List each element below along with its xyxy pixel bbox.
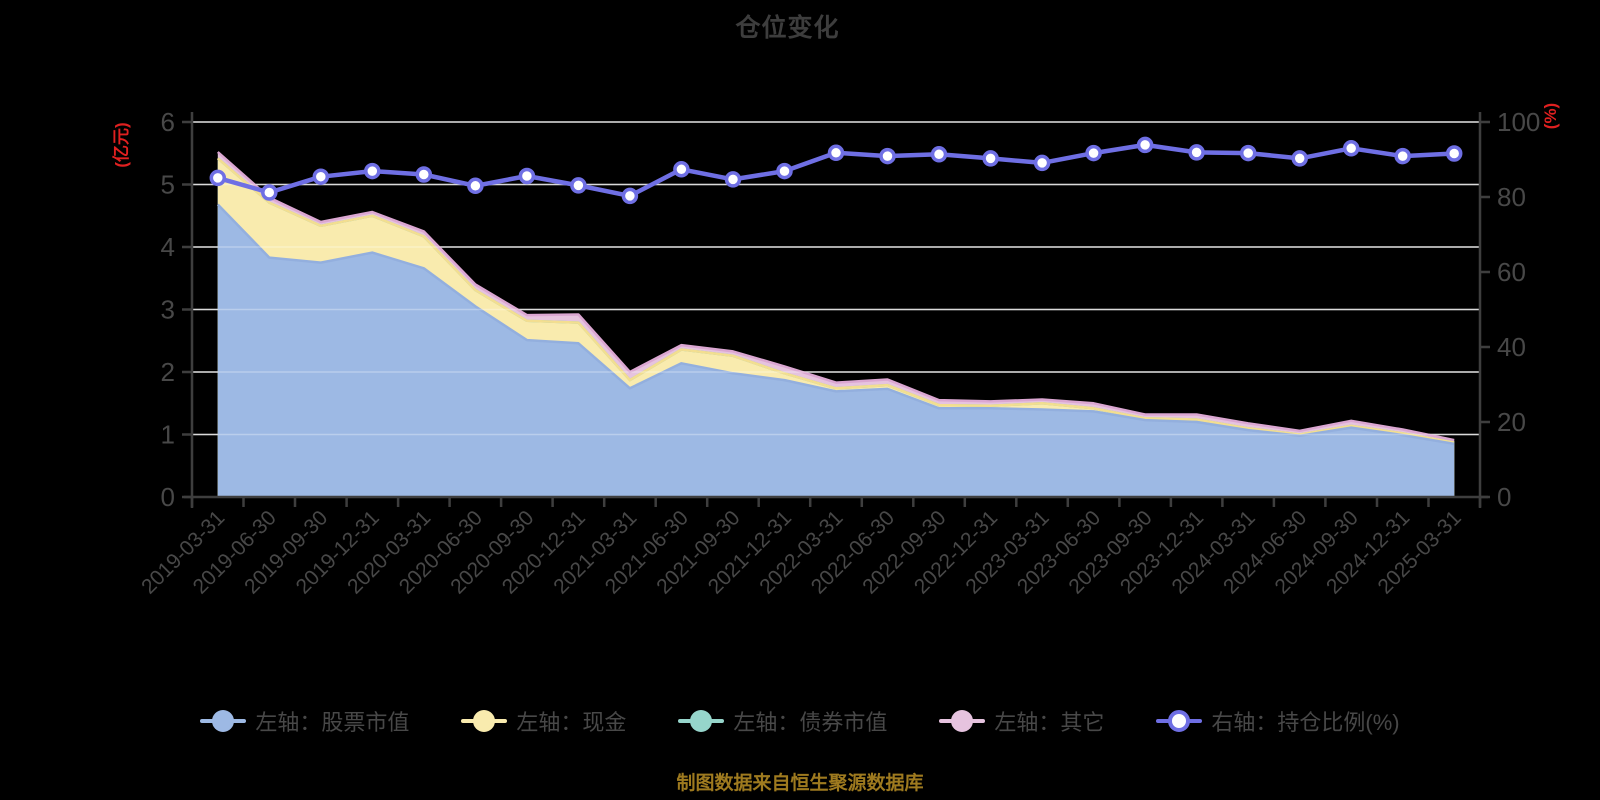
source-note: 制图数据来自恒生聚源数据库 — [676, 773, 924, 794]
y-tick-label-right: 60 — [1497, 257, 1526, 287]
y-tick-label-right: 20 — [1497, 407, 1526, 437]
area-edge-stock — [216, 203, 1455, 446]
data-point-marker — [1394, 147, 1411, 165]
area-series-legend-icon — [939, 710, 986, 732]
data-point-marker — [1291, 150, 1308, 167]
data-point-marker — [1239, 144, 1257, 162]
data-point-marker — [673, 161, 690, 178]
data-point-marker — [1188, 144, 1205, 161]
data-point-marker — [879, 147, 896, 165]
legend-label-other: 左轴：其它 — [994, 710, 1105, 735]
area-series-legend-icon — [678, 710, 725, 732]
data-point-marker — [1136, 136, 1154, 154]
area-edge-other — [216, 151, 1455, 442]
y-tick-label-left: 4 — [161, 232, 175, 262]
area-edge-cash — [216, 157, 1455, 444]
data-point-marker — [570, 177, 587, 194]
data-point-marker — [1342, 140, 1360, 157]
y-tick-label-right: 80 — [1497, 182, 1526, 212]
area-stock — [217, 204, 1455, 497]
data-point-marker — [776, 162, 793, 180]
data-point-marker — [621, 187, 639, 205]
area-series-legend-icon — [200, 710, 247, 732]
y-tick-label-right: 40 — [1497, 332, 1526, 362]
y-tick-label-left: 0 — [161, 482, 175, 512]
legend: 左轴：股票市值 左轴：现金 左轴：债券市值 左轴：其它 右轴：持仓比例(%) — [0, 705, 1600, 737]
data-point-marker — [312, 168, 330, 185]
legend-item-cash[interactable]: 左轴：现金 — [461, 705, 626, 737]
legend-item-ratio[interactable]: 右轴：持仓比例(%) — [1156, 705, 1400, 737]
y-tick-label-left: 3 — [161, 295, 175, 325]
legend-label-cash: 左轴：现金 — [516, 710, 627, 735]
y-tick-label-left: 2 — [161, 357, 175, 387]
data-point-marker — [261, 184, 278, 201]
legend-item-stock[interactable]: 左轴：股票市值 — [200, 705, 409, 737]
y-tick-label-right: 100 — [1497, 107, 1540, 137]
area-series-legend-icon — [461, 710, 508, 732]
data-point-marker — [209, 169, 227, 187]
legend-item-other[interactable]: 左轴：其它 — [939, 705, 1104, 737]
data-point-marker — [1085, 144, 1102, 162]
data-point-marker — [415, 166, 433, 183]
data-point-marker — [364, 162, 381, 180]
y-tick-label-right: 0 — [1497, 482, 1511, 512]
chart-title: 仓位变化 — [735, 14, 840, 42]
data-point-marker — [982, 150, 999, 167]
legend-label-bond: 左轴：债券市值 — [733, 710, 888, 735]
y-tick-label-left: 6 — [161, 107, 175, 137]
data-point-marker — [1033, 154, 1051, 172]
y-tick-label-left: 5 — [161, 170, 175, 200]
left-axis-unit-label: (亿元) — [111, 122, 131, 167]
data-point-marker — [467, 177, 484, 195]
data-point-marker — [724, 171, 742, 188]
data-point-marker — [518, 167, 536, 185]
line-series-legend-icon — [1156, 710, 1203, 732]
y-tick-label-left: 1 — [161, 420, 175, 450]
data-point-marker — [930, 146, 948, 163]
legend-label-stock: 左轴：股票市值 — [255, 710, 410, 735]
right-axis-unit-label: (%) — [1541, 103, 1560, 129]
data-point-marker — [827, 144, 845, 162]
legend-label-ratio: 右轴：持仓比例(%) — [1211, 710, 1400, 735]
data-point-marker — [1445, 145, 1463, 162]
legend-item-bond[interactable]: 左轴：债券市值 — [678, 705, 887, 737]
